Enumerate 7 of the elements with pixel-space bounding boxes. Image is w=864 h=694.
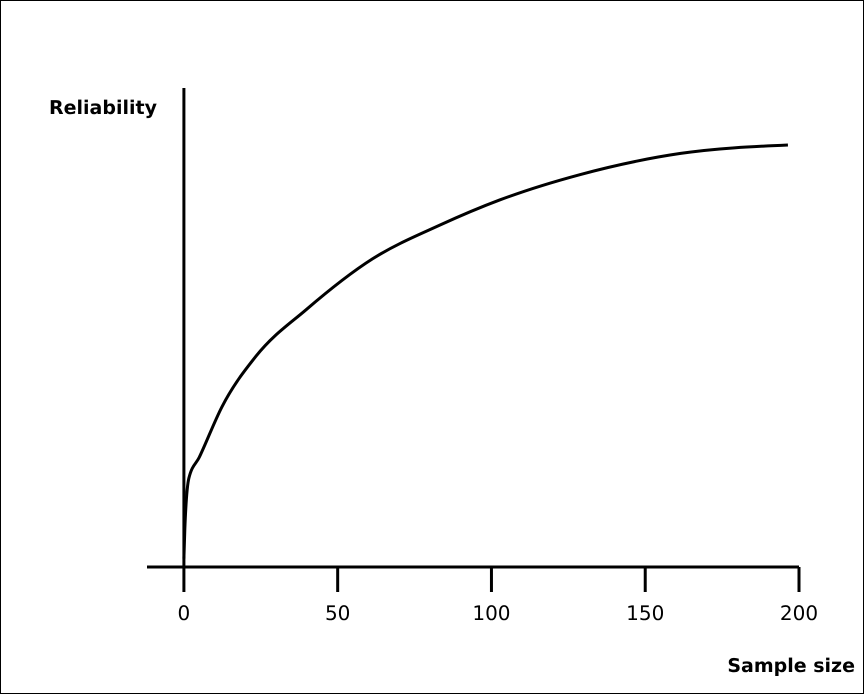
y-axis-title: Reliability: [49, 97, 157, 119]
x-axis-title: Sample size: [727, 655, 855, 677]
x-tick-label: 200: [780, 601, 818, 626]
x-tick-label: 150: [626, 601, 664, 626]
x-tick-label: 0: [178, 601, 190, 626]
x-tick-label: 100: [472, 601, 511, 626]
x-tick-label: 50: [324, 601, 350, 626]
